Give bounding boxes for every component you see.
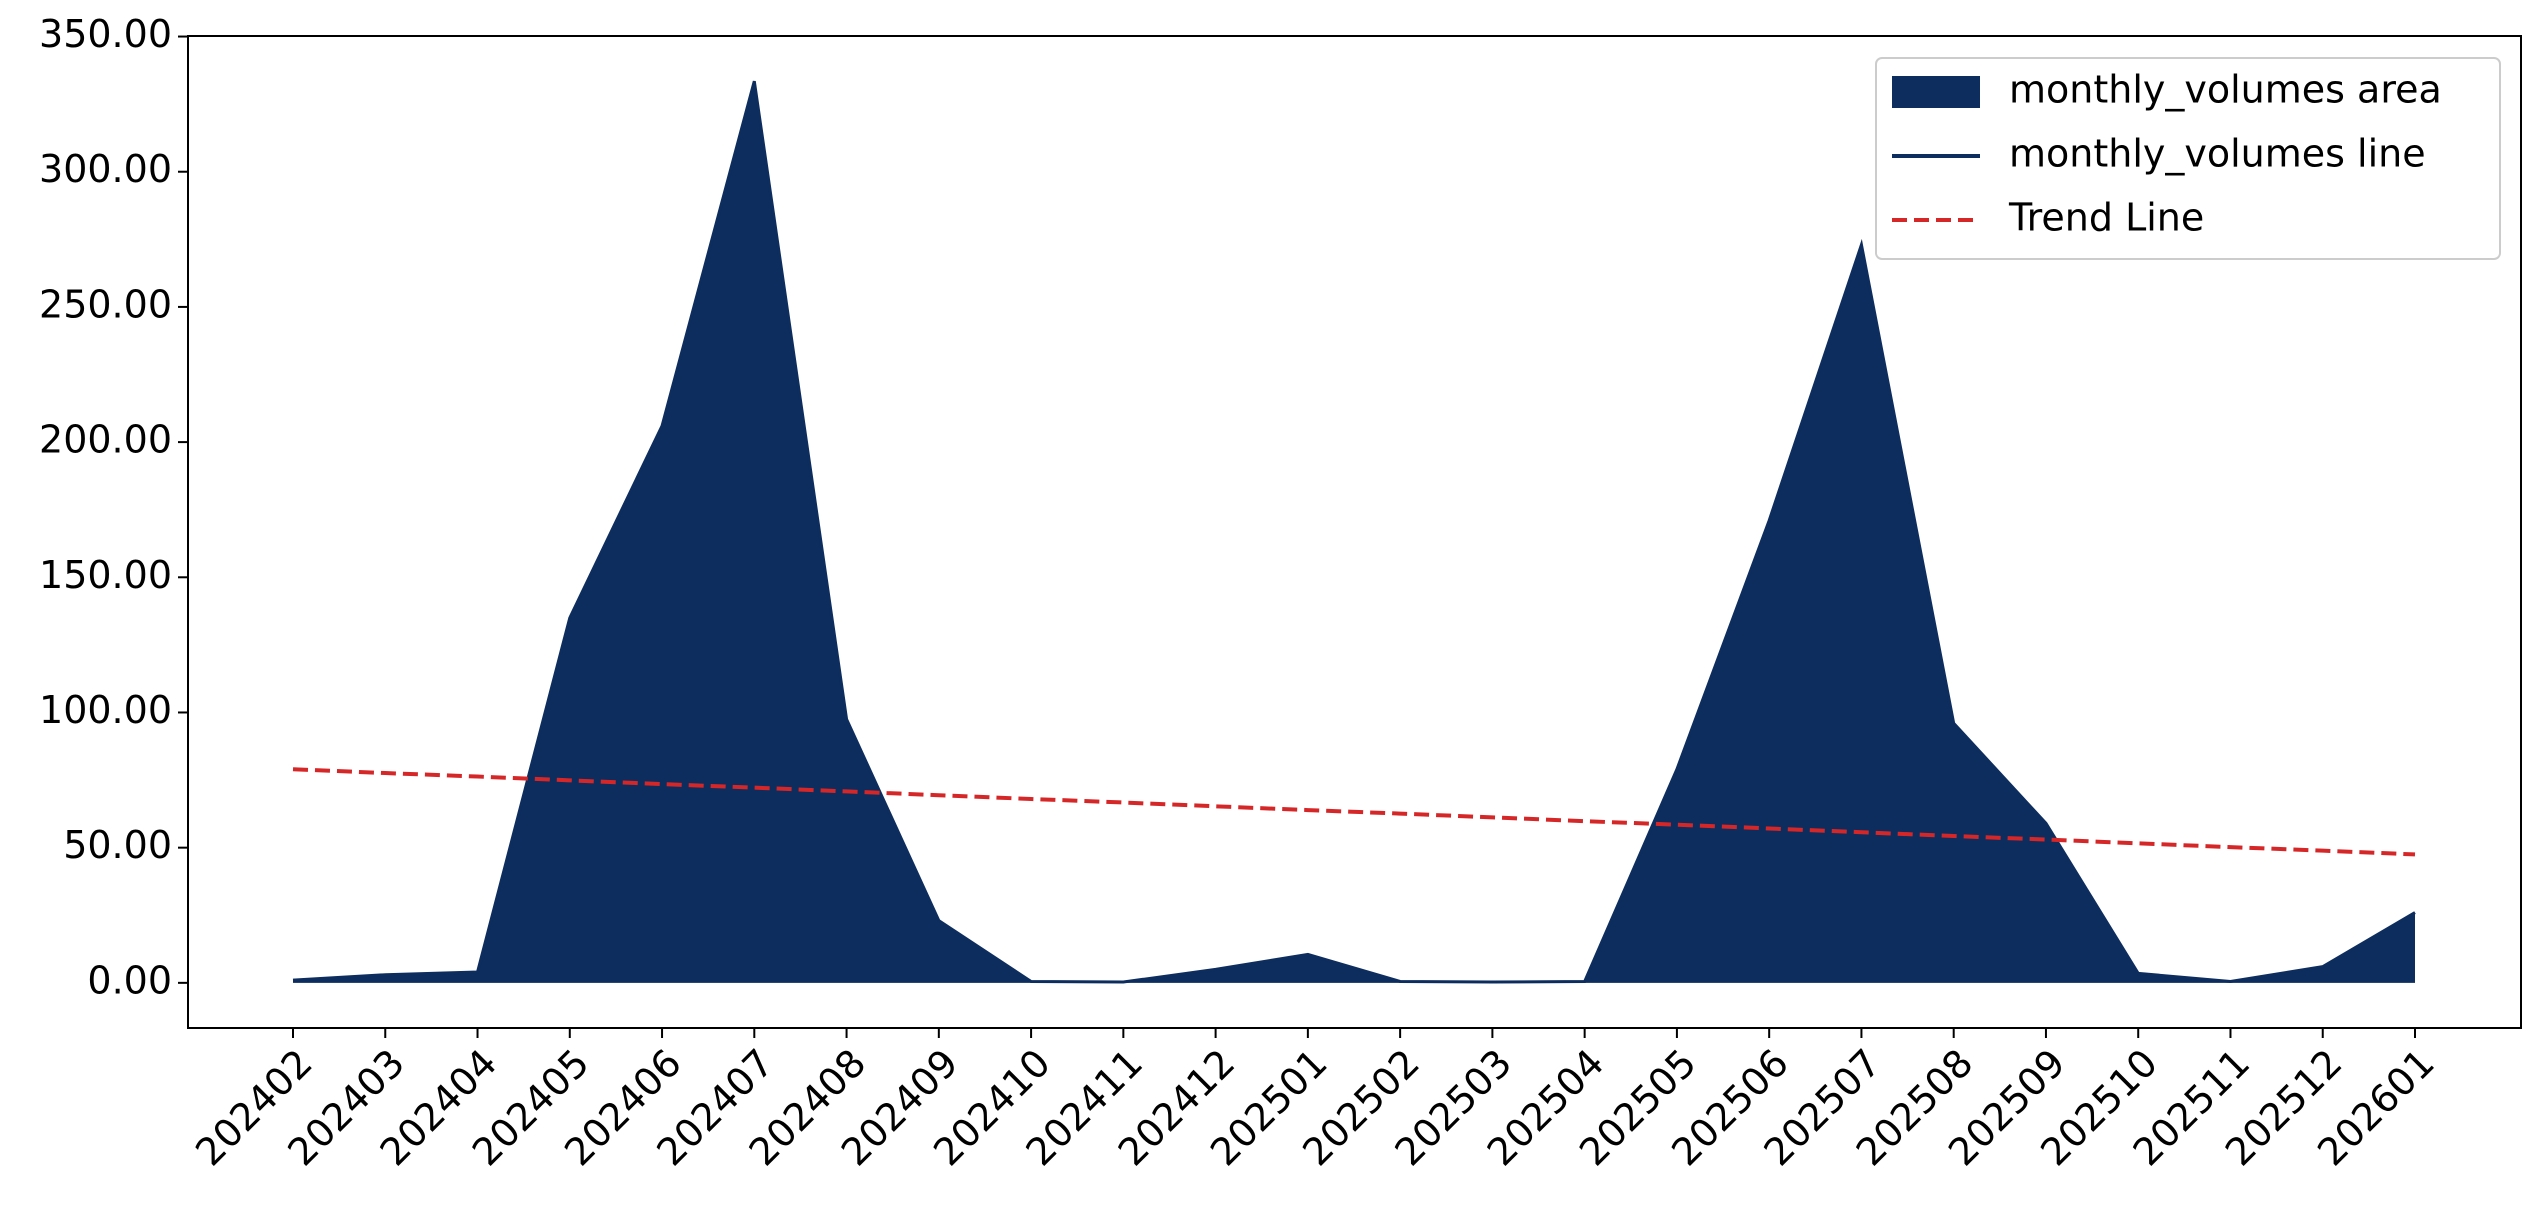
y-tick-label: 350.00: [39, 12, 172, 56]
y-tick-label: 0.00: [87, 958, 172, 1002]
plot-frame: [187, 35, 2522, 1029]
area: [293, 81, 2415, 983]
y-tick-label: 250.00: [39, 282, 172, 326]
trend-line: [292, 767, 2416, 857]
legend-label: monthly_volumes line: [2009, 132, 2426, 176]
y-tick-label: 50.00: [63, 823, 172, 867]
legend: monthly_volumes area monthly_volumes line…: [1875, 57, 2501, 260]
y-tick-label: 300.00: [39, 147, 172, 191]
legend-swatch: [1892, 76, 1980, 108]
y-tick-label: 200.00: [39, 418, 172, 462]
line: [292, 80, 2416, 984]
legend-box: [1875, 57, 2501, 260]
y-tick-label: 100.00: [39, 688, 172, 732]
legend-label: Trend Line: [2008, 196, 2204, 240]
legend-label: monthly_volumes area: [2009, 68, 2442, 112]
y-tick-label: 150.00: [39, 553, 172, 597]
